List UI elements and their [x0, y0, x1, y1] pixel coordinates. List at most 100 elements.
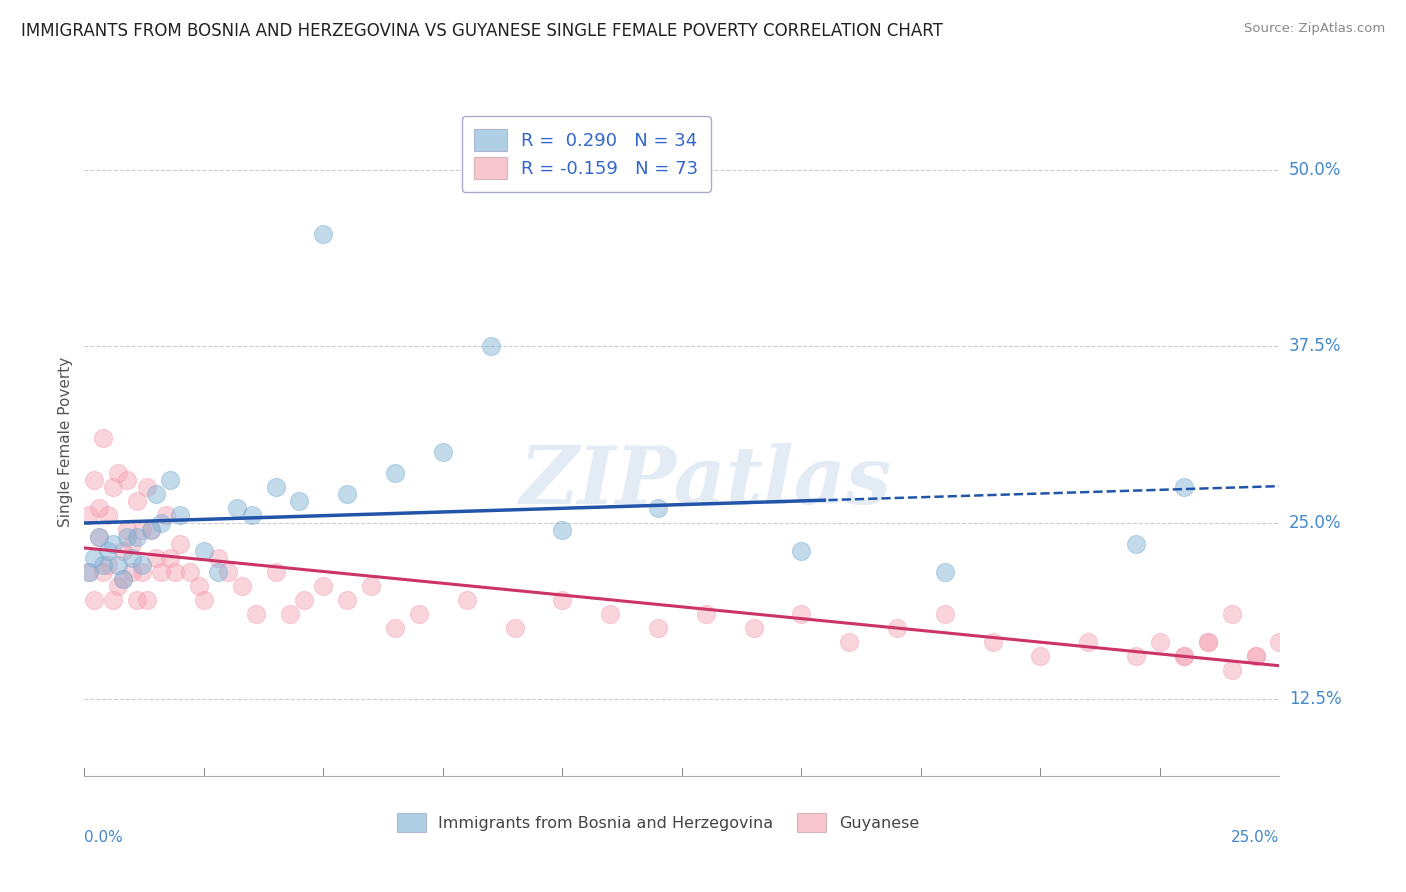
Point: [145, 550, 167, 565]
Point: [695, 607, 717, 621]
Point: [193, 593, 215, 607]
Point: [121, 565, 143, 579]
Text: 37.5%: 37.5%: [1289, 337, 1341, 356]
Point: [551, 523, 574, 537]
Text: 25.0%: 25.0%: [1289, 514, 1341, 532]
Point: [408, 607, 430, 621]
Point: [193, 543, 215, 558]
Point: [101, 536, 124, 550]
Point: [165, 565, 187, 579]
Point: [1220, 607, 1243, 621]
Point: [117, 523, 139, 537]
Point: [93, 565, 115, 579]
Point: [77, 565, 100, 579]
Point: [87, 530, 110, 544]
Point: [169, 508, 191, 523]
Point: [107, 558, 129, 572]
Point: [83, 473, 105, 487]
Text: 0.0%: 0.0%: [84, 830, 124, 845]
Point: [245, 607, 267, 621]
Point: [159, 550, 181, 565]
Point: [149, 565, 172, 579]
Point: [1268, 635, 1291, 649]
Text: ZIPatlas: ZIPatlas: [520, 443, 891, 520]
Point: [107, 579, 129, 593]
Point: [312, 227, 335, 241]
Point: [838, 635, 860, 649]
Point: [226, 501, 249, 516]
Point: [886, 621, 908, 635]
Point: [159, 473, 181, 487]
Point: [125, 593, 148, 607]
Point: [87, 501, 110, 516]
Point: [83, 550, 105, 565]
Point: [1029, 649, 1052, 664]
Point: [107, 467, 129, 481]
Point: [93, 431, 115, 445]
Point: [981, 635, 1004, 649]
Point: [1197, 635, 1219, 649]
Point: [93, 558, 115, 572]
Point: [479, 339, 502, 353]
Point: [101, 480, 124, 494]
Point: [217, 565, 239, 579]
Point: [1173, 649, 1195, 664]
Point: [121, 550, 143, 565]
Point: [384, 621, 406, 635]
Point: [141, 523, 163, 537]
Point: [647, 621, 669, 635]
Point: [117, 473, 139, 487]
Point: [1244, 649, 1267, 664]
Point: [77, 565, 100, 579]
Point: [288, 494, 311, 508]
Point: [647, 501, 669, 516]
Point: [125, 494, 148, 508]
Point: [111, 572, 134, 586]
Point: [111, 543, 134, 558]
Y-axis label: Single Female Poverty: Single Female Poverty: [58, 357, 73, 526]
Point: [360, 579, 382, 593]
Point: [742, 621, 765, 635]
Point: [145, 487, 167, 501]
Point: [336, 593, 359, 607]
Point: [1173, 480, 1195, 494]
Text: 50.0%: 50.0%: [1289, 161, 1341, 179]
Point: [131, 565, 153, 579]
Point: [207, 565, 229, 579]
Text: IMMIGRANTS FROM BOSNIA AND HERZEGOVINA VS GUYANESE SINGLE FEMALE POVERTY CORRELA: IMMIGRANTS FROM BOSNIA AND HERZEGOVINA V…: [21, 22, 943, 40]
Point: [141, 523, 163, 537]
Legend: Immigrants from Bosnia and Herzegovina, Guyanese: Immigrants from Bosnia and Herzegovina, …: [387, 803, 929, 842]
Point: [77, 508, 100, 523]
Point: [231, 579, 253, 593]
Point: [934, 607, 956, 621]
Point: [264, 565, 287, 579]
Point: [131, 558, 153, 572]
Point: [97, 508, 120, 523]
Point: [135, 480, 157, 494]
Point: [1173, 649, 1195, 664]
Point: [169, 536, 191, 550]
Point: [131, 523, 153, 537]
Point: [97, 558, 120, 572]
Point: [384, 467, 406, 481]
Point: [149, 516, 172, 530]
Point: [551, 593, 574, 607]
Point: [121, 536, 143, 550]
Point: [278, 607, 301, 621]
Point: [292, 593, 315, 607]
Point: [264, 480, 287, 494]
Point: [1125, 536, 1147, 550]
Point: [179, 565, 201, 579]
Text: Source: ZipAtlas.com: Source: ZipAtlas.com: [1244, 22, 1385, 36]
Point: [125, 530, 148, 544]
Point: [1220, 664, 1243, 678]
Point: [87, 530, 110, 544]
Point: [1077, 635, 1099, 649]
Point: [1149, 635, 1171, 649]
Point: [97, 543, 120, 558]
Point: [1244, 649, 1267, 664]
Point: [1125, 649, 1147, 664]
Point: [117, 530, 139, 544]
Point: [207, 550, 229, 565]
Point: [111, 572, 134, 586]
